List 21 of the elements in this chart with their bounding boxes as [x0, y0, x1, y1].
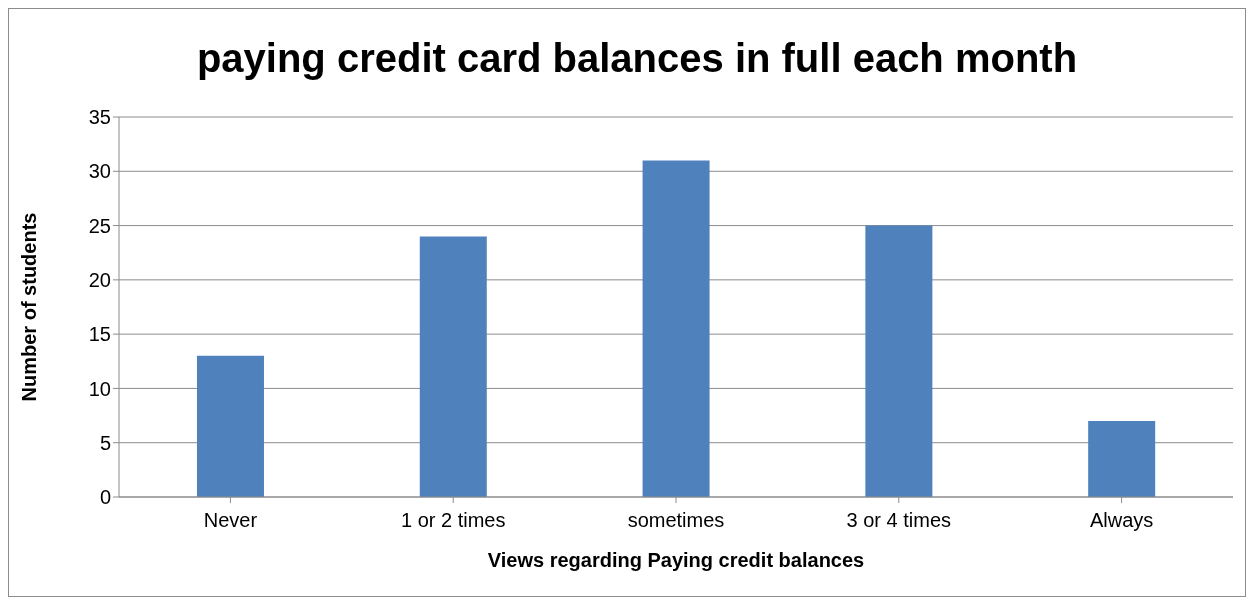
x-axis-title: Views regarding Paying credit balances: [487, 549, 865, 571]
x-tick-label: Always: [1089, 509, 1154, 532]
bar: [196, 355, 264, 497]
y-tick-label: 30: [88, 160, 111, 183]
bar: [1088, 421, 1156, 497]
bar: [642, 160, 710, 497]
x-tick-label: Never: [203, 509, 258, 532]
x-tick-label: sometimes: [627, 509, 725, 532]
y-tick-label: 10: [88, 377, 111, 400]
y-tick-label: 5: [99, 431, 111, 454]
y-tick-label: 0: [99, 486, 111, 509]
y-tick-label: 25: [88, 214, 111, 237]
y-tick-label: 35: [88, 106, 111, 129]
x-tick-label: 3 or 4 times: [846, 509, 952, 532]
bar: [865, 225, 933, 497]
chart-title: paying credit card balances in full each month: [195, 34, 1079, 82]
y-tick-label: 20: [88, 268, 111, 291]
x-tick-label: 1 or 2 times: [400, 509, 506, 532]
bar: [419, 236, 487, 497]
y-tick-label: 15: [88, 323, 111, 346]
y-axis-title: Number of students: [18, 212, 41, 402]
